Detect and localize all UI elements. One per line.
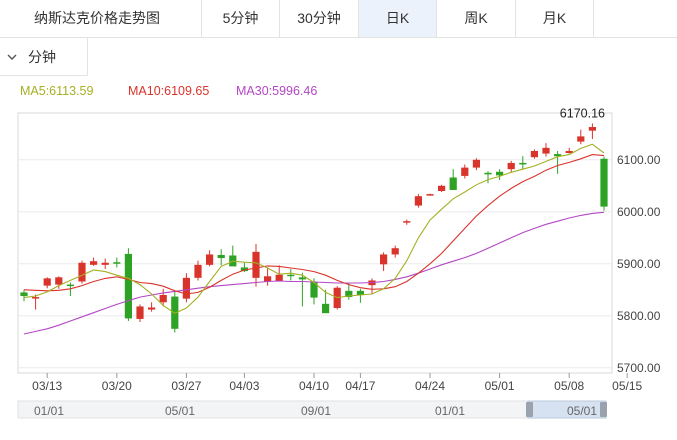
dropdown-label: 分钟	[28, 48, 56, 65]
navigator-date-label: 01/01	[34, 404, 64, 418]
candle-body	[496, 171, 504, 176]
x-tick-label: 05/08	[554, 379, 584, 393]
navigator-date-label: 01/01	[435, 404, 465, 418]
candle-body	[449, 177, 457, 190]
candle-body	[101, 262, 109, 265]
candle-body	[472, 159, 480, 168]
y-tick-label: 5900.00	[617, 257, 661, 271]
candle-body	[55, 277, 63, 285]
y-tick-label: 6100.00	[617, 153, 661, 167]
candle-body	[565, 150, 573, 154]
y-tick-label: 5800.00	[617, 309, 661, 323]
candle-body	[136, 306, 144, 319]
x-tick-label: 05/01	[485, 379, 515, 393]
candle-body	[32, 297, 40, 299]
candle-body	[588, 127, 596, 131]
candle-body	[414, 196, 422, 206]
candle-body	[264, 276, 272, 282]
ma5-line	[23, 143, 605, 314]
candle-body	[600, 158, 608, 207]
candle-body	[391, 248, 399, 255]
candle-body	[20, 292, 28, 297]
candle-body	[217, 254, 225, 259]
navigator-date-label: 05/01	[567, 404, 597, 418]
candle-body	[78, 262, 86, 282]
candle-body	[159, 295, 167, 303]
tab-30min[interactable]: 30分钟	[280, 0, 359, 37]
x-tick-label: 04/03	[229, 379, 259, 393]
tab-monthly-k[interactable]: 月K	[516, 0, 594, 37]
candle-body	[507, 162, 515, 170]
candle-body	[484, 172, 492, 175]
candle-body	[530, 150, 538, 158]
x-tick-label: 04/10	[299, 379, 329, 393]
x-tick-label: 03/20	[102, 379, 132, 393]
x-tick-label: 04/17	[345, 379, 375, 393]
ma10-line	[23, 154, 605, 295]
candle-body	[182, 277, 190, 299]
navigator-date-label: 09/01	[301, 404, 331, 418]
navigator-right-handle[interactable]	[600, 402, 607, 417]
candle-body	[380, 254, 388, 265]
minute-period-dropdown[interactable]: 分钟	[0, 38, 88, 76]
candle-body	[577, 136, 585, 142]
candle-body	[66, 284, 74, 287]
navigator-left-handle[interactable]	[526, 402, 533, 417]
candle-body	[426, 194, 434, 196]
candle-body	[194, 264, 202, 278]
candle-body	[43, 278, 51, 286]
chevron-down-icon	[7, 54, 17, 60]
y-tick-label: 6000.00	[617, 205, 661, 219]
candle-body	[148, 307, 156, 310]
candle-body	[90, 261, 98, 265]
navigator-date-label: 05/01	[165, 404, 195, 418]
candle-body	[206, 254, 214, 265]
candle-body	[461, 167, 469, 176]
candle-body	[310, 282, 318, 298]
ma10-readout: MA10:6109.65	[128, 84, 210, 98]
y-tick-label: 5700.00	[617, 361, 661, 375]
tab-daily-k[interactable]: 日K	[359, 0, 437, 37]
candle-body	[322, 303, 330, 314]
candle-body	[438, 185, 446, 191]
candle-body	[403, 221, 411, 223]
candle-body	[287, 274, 295, 277]
candle-body	[298, 277, 306, 280]
candle-body	[345, 290, 353, 298]
x-tick-label: 04/24	[415, 379, 445, 393]
candle-body	[554, 154, 562, 157]
candle-body	[275, 274, 283, 282]
candle-body	[240, 267, 248, 272]
x-tick-label: 03/27	[171, 379, 201, 393]
candle-body	[519, 162, 527, 165]
x-tick-label: 05/15	[612, 379, 642, 393]
candle-body	[124, 253, 132, 319]
candle-body	[252, 251, 260, 278]
period-tab-bar: 纳斯达克价格走势图 5分钟 30分钟 日K 周K 月K	[0, 0, 677, 38]
ma30-readout: MA30:5996.46	[236, 84, 318, 98]
tab-5min[interactable]: 5分钟	[202, 0, 280, 37]
x-tick-label: 03/13	[32, 379, 62, 393]
max-value-label: 6170.16	[560, 106, 605, 120]
candle-body	[113, 262, 121, 264]
candle-body	[542, 147, 550, 154]
candle-body	[356, 290, 364, 295]
plot-frame	[17, 112, 613, 374]
tab-weekly-k[interactable]: 周K	[437, 0, 516, 37]
ma5-readout: MA5:6113.59	[20, 84, 94, 98]
chart-title: 纳斯达克价格走势图	[0, 0, 202, 37]
